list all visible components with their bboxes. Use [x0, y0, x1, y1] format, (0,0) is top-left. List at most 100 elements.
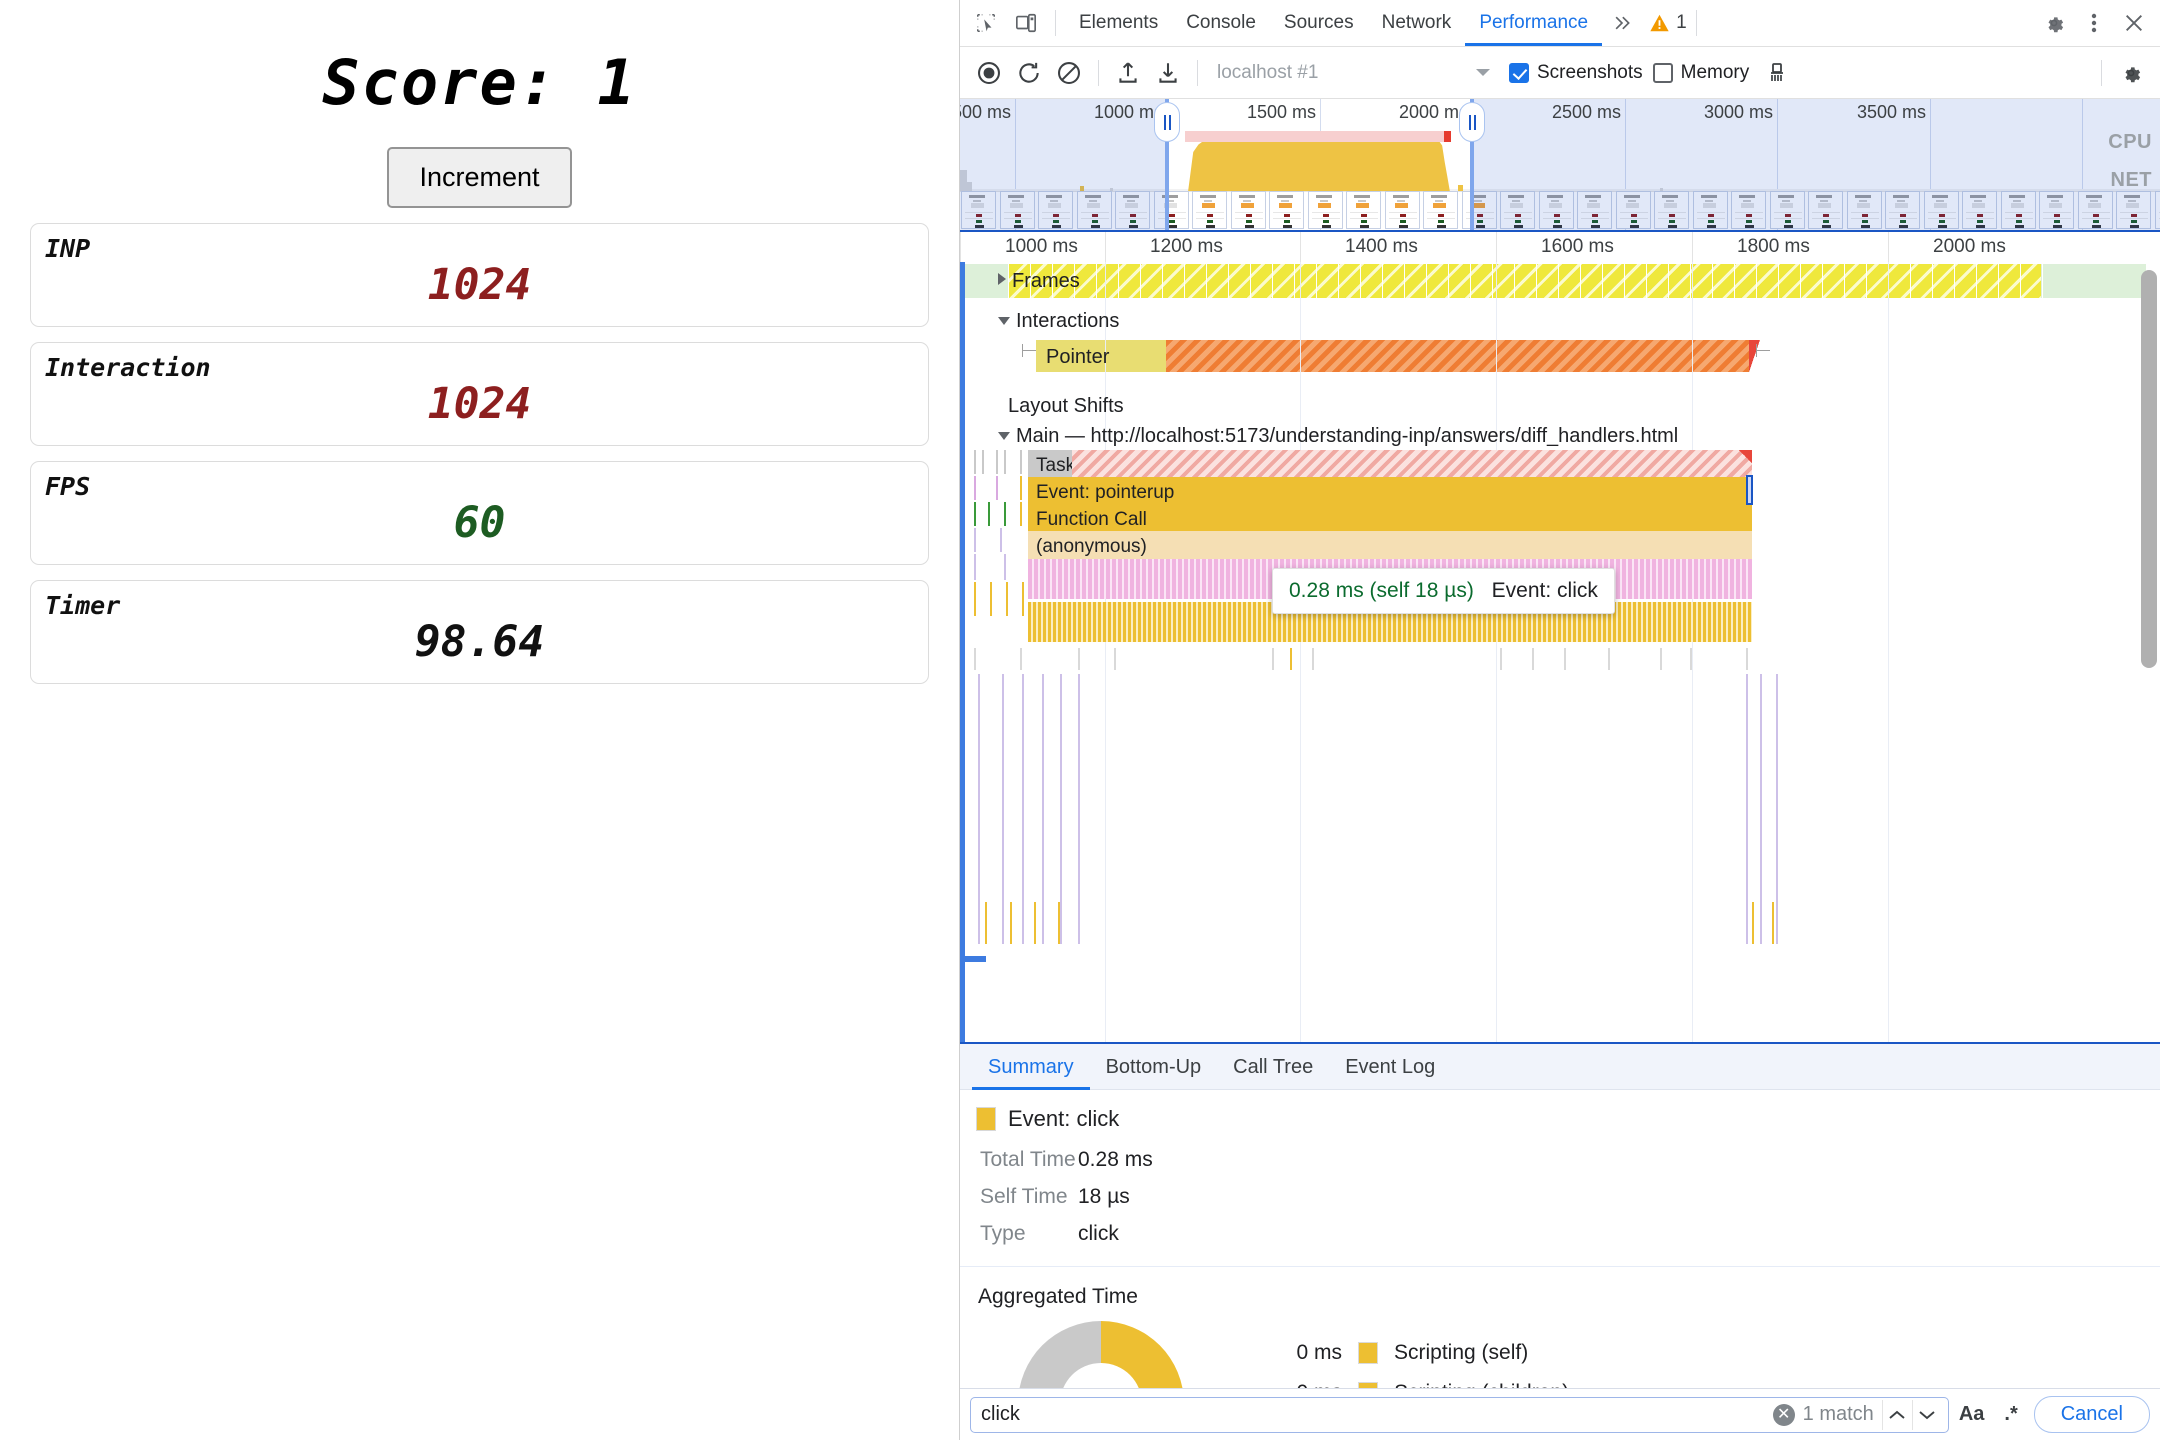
filmstrip-thumbnail[interactable] — [1423, 191, 1458, 229]
filmstrip-thumbnail[interactable] — [1846, 191, 1882, 229]
search-input[interactable]: click — [981, 1403, 1020, 1425]
import-profile-icon[interactable] — [1108, 55, 1148, 91]
filmstrip-thumbnail[interactable] — [1885, 191, 1920, 229]
export-profile-icon[interactable] — [1148, 55, 1188, 91]
filmstrip-thumbnail[interactable] — [1461, 191, 1497, 229]
filmstrip-thumbnail[interactable] — [1962, 191, 1997, 229]
filmstrip-thumbnail[interactable] — [1538, 191, 1574, 229]
chevron-double-right-icon[interactable] — [1602, 5, 1642, 41]
flame-vertical-scrollbar[interactable] — [2141, 270, 2157, 668]
tab-summary[interactable]: Summary — [972, 1044, 1090, 1090]
cancel-button[interactable]: Cancel — [2033, 1396, 2150, 1433]
flame-sliver — [996, 476, 998, 500]
kebab-menu-icon[interactable] — [2074, 5, 2114, 41]
tab-network[interactable]: Network — [1381, 12, 1452, 33]
legend-row-scripting-children[interactable]: 0 ms Scripting (children) — [1280, 1381, 1569, 1388]
interaction-bar-processing[interactable] — [1166, 340, 1749, 372]
legend-row-scripting-self[interactable]: 0 ms Scripting (self) — [1280, 1341, 1569, 1365]
session-selector[interactable]: localhost #1 — [1207, 57, 1499, 89]
track-label-interactions[interactable]: Interactions — [998, 310, 1119, 333]
flame-sliver — [1020, 476, 1022, 500]
filmstrip-thumbnail[interactable] — [1500, 191, 1535, 229]
filmstrip-thumbnail[interactable] — [1192, 191, 1227, 229]
flame-gridline — [1496, 262, 1497, 1042]
reload-and-record-icon[interactable] — [1009, 55, 1049, 91]
match-case-toggle[interactable]: Aa — [1958, 1403, 1985, 1425]
close-icon[interactable] — [2114, 5, 2154, 41]
tab-console[interactable]: Console — [1186, 12, 1256, 33]
filmstrip-thumbnail[interactable] — [1808, 191, 1843, 229]
gear-icon[interactable] — [2034, 5, 2074, 41]
increment-button[interactable]: Increment — [387, 147, 572, 208]
interaction-bar-input-delay[interactable] — [1036, 340, 1166, 372]
flame-bar-function-call[interactable]: Function Call — [1028, 504, 1752, 535]
track-label-main[interactable]: Main — http://localhost:5173/understandi… — [998, 425, 1678, 448]
filmstrip-thumbnail[interactable] — [2000, 191, 2036, 229]
track-label-frames[interactable]: Frames — [998, 270, 1080, 293]
search-input-wrap[interactable]: click ✕ 1 match — [970, 1396, 1949, 1433]
regex-toggle[interactable]: .* — [2004, 1403, 2018, 1425]
inspect-element-icon[interactable] — [966, 5, 1006, 41]
clear-recording-icon[interactable] — [1049, 55, 1089, 91]
frame-separator — [1250, 264, 1251, 298]
screenshots-checkbox[interactable]: Screenshots — [1509, 62, 1643, 84]
filmstrip-thumbnail[interactable] — [1346, 191, 1381, 229]
filmstrip-thumbnail[interactable] — [1269, 191, 1304, 229]
cpu-baseline — [960, 189, 2160, 192]
tab-call-tree[interactable]: Call Tree — [1233, 1055, 1314, 1078]
record-icon[interactable] — [969, 55, 1009, 91]
flame-chart[interactable]: 1000 ms 1200 ms 1400 ms 1600 ms 1800 ms … — [960, 232, 2160, 1044]
flame-tick-mark — [1290, 648, 1292, 670]
filmstrip-thumbnail[interactable] — [1115, 191, 1150, 229]
tab-sources[interactable]: Sources — [1283, 12, 1354, 33]
overview-left-resize-handle[interactable] — [1154, 99, 1180, 230]
tab-performance[interactable]: Performance — [1465, 0, 1602, 46]
flame-bar-event-pointerup[interactable]: Event: pointerup — [1028, 477, 1752, 508]
chevron-up-icon[interactable] — [1881, 1399, 1912, 1430]
chevron-down-icon[interactable] — [1911, 1399, 1942, 1430]
filmstrip-thumbnail[interactable] — [1577, 191, 1612, 229]
filmstrip-thumbnail[interactable] — [1038, 191, 1073, 229]
tab-event-log[interactable]: Event Log — [1345, 1055, 1436, 1078]
flame-bar-task-label[interactable]: Task — [1028, 450, 1072, 481]
filmstrip-thumbnail[interactable] — [1654, 191, 1689, 229]
filmstrip-thumbnail[interactable] — [1923, 191, 1959, 229]
track-frames[interactable]: Frames — [960, 262, 2146, 300]
filmstrip[interactable] — [960, 190, 2160, 230]
flame-tick-label: 1800 ms — [1737, 236, 1810, 257]
filmstrip-thumbnail[interactable] — [2116, 191, 2151, 229]
clear-icon[interactable]: ✕ — [1772, 1403, 1795, 1426]
flame-bar-anonymous[interactable]: (anonymous) — [1028, 531, 1752, 562]
filmstrip-thumbnail[interactable] — [2077, 191, 2113, 229]
filmstrip-thumbnail[interactable] — [2154, 191, 2160, 229]
frame-separator — [1954, 264, 1955, 298]
filmstrip-thumbnail[interactable] — [1153, 191, 1189, 229]
collect-garbage-icon[interactable] — [1757, 55, 1797, 91]
flame-bar-task[interactable] — [1028, 450, 1752, 481]
tab-bottom-up[interactable]: Bottom-Up — [1105, 1055, 1202, 1078]
filmstrip-thumbnail[interactable] — [1076, 191, 1112, 229]
filmstrip-thumbnail[interactable] — [1384, 191, 1420, 229]
frame-separator — [1646, 264, 1647, 298]
overview-right-resize-handle[interactable] — [1459, 99, 1485, 230]
filmstrip-thumbnail[interactable] — [1230, 191, 1266, 229]
filmstrip-thumbnail[interactable] — [1731, 191, 1766, 229]
filmstrip-thumbnail[interactable] — [1692, 191, 1728, 229]
filmstrip-thumbnail[interactable] — [1769, 191, 1805, 229]
flame-thread-mark — [1760, 674, 1762, 944]
filmstrip-thumbnail[interactable] — [1307, 191, 1343, 229]
timeline-overview[interactable]: 500 ms 1000 ms 1500 ms 2000 ms 2500 ms 3… — [960, 99, 2160, 232]
device-toolbar-icon[interactable] — [1006, 5, 1046, 41]
capture-settings-gear-icon[interactable] — [2111, 55, 2151, 91]
filmstrip-thumbnail[interactable] — [1615, 191, 1651, 229]
track-label-layout-shifts[interactable]: Layout Shifts — [1008, 395, 1124, 417]
filmstrip-thumbnail[interactable] — [961, 191, 996, 229]
tab-elements[interactable]: Elements — [1079, 12, 1159, 33]
warning-indicator[interactable]: 1 — [1648, 12, 1687, 34]
filmstrip-thumbnail[interactable] — [999, 191, 1035, 229]
frame-separator — [1140, 264, 1141, 298]
aggregated-time-legend: 0 ms Scripting (self) 0 ms Scripting (ch… — [1280, 1341, 1569, 1388]
grip-icon — [1154, 102, 1180, 142]
memory-checkbox[interactable]: Memory — [1652, 62, 1749, 84]
filmstrip-thumbnail[interactable] — [2039, 191, 2074, 229]
